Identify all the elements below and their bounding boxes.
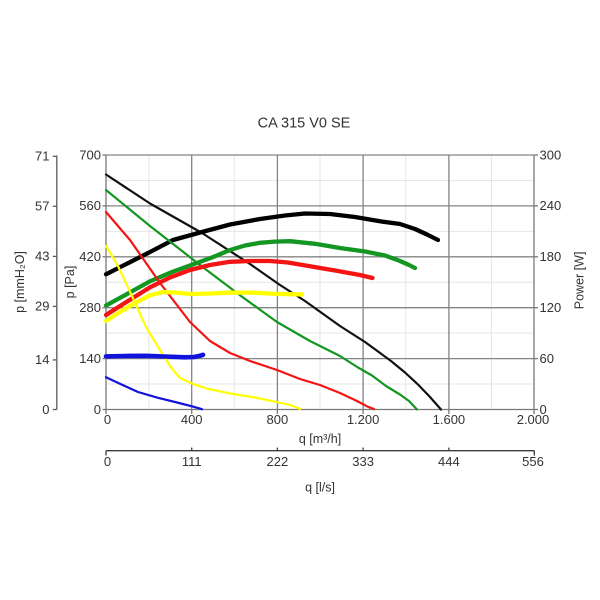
svg-text:240: 240: [540, 198, 562, 213]
svg-text:p [Pa]: p [Pa]: [63, 266, 77, 299]
svg-text:400: 400: [181, 412, 203, 427]
svg-text:800: 800: [267, 412, 289, 427]
svg-text:CA 315 V0 SE: CA 315 V0 SE: [258, 116, 351, 132]
svg-text:556: 556: [522, 454, 544, 469]
svg-text:560: 560: [79, 198, 101, 213]
svg-text:120: 120: [540, 300, 562, 315]
svg-text:180: 180: [540, 249, 562, 264]
svg-text:p [mmH₂O]: p [mmH₂O]: [13, 251, 27, 313]
svg-text:140: 140: [79, 351, 101, 366]
svg-text:333: 333: [352, 454, 374, 469]
svg-text:300: 300: [540, 147, 562, 162]
svg-text:0: 0: [104, 412, 111, 427]
svg-text:60: 60: [540, 351, 554, 366]
svg-text:1.200: 1.200: [347, 412, 380, 427]
svg-text:222: 222: [267, 454, 289, 469]
svg-text:0: 0: [540, 402, 547, 417]
svg-text:43: 43: [35, 249, 49, 264]
svg-text:0: 0: [94, 402, 101, 417]
svg-text:700: 700: [79, 147, 101, 162]
svg-text:14: 14: [35, 352, 49, 367]
svg-text:444: 444: [438, 454, 460, 469]
svg-text:280: 280: [79, 300, 101, 315]
svg-text:29: 29: [35, 299, 49, 314]
svg-text:57: 57: [35, 199, 49, 214]
svg-text:Power [W]: Power [W]: [573, 252, 587, 310]
svg-text:71: 71: [35, 149, 49, 164]
svg-text:0: 0: [42, 402, 49, 417]
svg-text:0: 0: [104, 454, 111, 469]
svg-text:420: 420: [79, 249, 101, 264]
svg-text:q [m³/h]: q [m³/h]: [299, 432, 341, 446]
svg-text:1.600: 1.600: [433, 412, 466, 427]
svg-text:q [l/s]: q [l/s]: [305, 481, 335, 495]
svg-text:111: 111: [182, 454, 202, 469]
svg-text:2.000: 2.000: [517, 412, 550, 427]
